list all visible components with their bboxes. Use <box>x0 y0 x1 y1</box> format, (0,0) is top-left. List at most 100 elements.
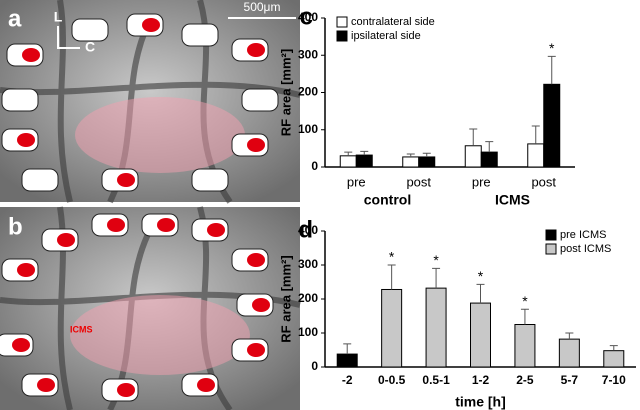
y-tick-label: 400 <box>298 10 318 24</box>
x-tick-label: -2 <box>342 373 353 387</box>
error-bar <box>343 343 352 355</box>
receptive-field <box>197 378 215 392</box>
receptive-field <box>12 338 30 352</box>
stimulation-area <box>70 295 250 375</box>
bar <box>402 156 420 168</box>
bar <box>514 324 536 368</box>
bar <box>425 287 447 368</box>
significance-marker: * <box>522 293 528 309</box>
receptive-field <box>207 223 225 237</box>
x-tick-label: 1-2 <box>472 373 490 387</box>
orientation-arrows <box>57 26 80 49</box>
x-tick-label: 5-7 <box>561 373 579 387</box>
y-axis-label: RF area [mm²] <box>278 255 293 342</box>
icms-label: ICMS <box>70 324 93 334</box>
bar <box>464 145 482 168</box>
bar <box>418 156 436 168</box>
legend-swatch <box>336 30 348 42</box>
significance-marker: * <box>433 252 439 268</box>
receptive-field <box>252 298 270 312</box>
legend-swatch <box>545 229 557 241</box>
orientation-label: L <box>54 9 63 25</box>
receptive-field <box>247 253 265 267</box>
bar <box>339 155 357 168</box>
x-tick-label: 7-10 <box>602 373 626 387</box>
error-bar <box>344 151 353 156</box>
y-tick-label: 0 <box>311 359 318 373</box>
error-bar <box>387 264 396 290</box>
receptive-field <box>247 43 265 57</box>
receptive-field <box>17 263 35 277</box>
hand-icon <box>21 168 59 192</box>
panel-label: a <box>8 5 22 32</box>
receptive-field <box>107 218 125 232</box>
y-tick-label: 200 <box>298 85 318 99</box>
y-tick-label: 300 <box>298 47 318 61</box>
x-tick-label: 0.5-1 <box>422 373 450 387</box>
hand-icon <box>1 88 39 112</box>
group-label: control <box>364 192 411 208</box>
bar <box>558 338 580 368</box>
legend-label: pre ICMS <box>560 229 606 241</box>
receptive-field <box>57 233 75 247</box>
error-bar <box>469 128 478 146</box>
x-tick-label: post <box>406 174 431 189</box>
error-bar <box>547 55 556 85</box>
panel-label: d <box>298 216 313 243</box>
significance-marker: * <box>389 249 395 265</box>
significance-marker: * <box>549 40 555 56</box>
y-tick-label: 300 <box>298 257 318 271</box>
error-bar <box>406 153 415 157</box>
bar <box>603 350 625 368</box>
y-tick-label: 0 <box>311 159 318 173</box>
y-tick-label: 100 <box>298 325 318 339</box>
error-bar <box>565 332 574 340</box>
y-tick-label: 400 <box>298 223 318 237</box>
receptive-field <box>247 138 265 152</box>
legend-swatch <box>336 16 348 28</box>
error-bar <box>360 150 369 156</box>
bar <box>381 288 403 368</box>
receptive-field <box>37 378 55 392</box>
orientation-label: C <box>85 39 95 55</box>
error-bar <box>520 308 529 325</box>
x-tick-label: post <box>531 174 556 189</box>
x-tick-label: 0-0.5 <box>378 373 406 387</box>
receptive-field <box>117 173 135 187</box>
panel-label: c <box>300 3 313 30</box>
bar <box>527 143 545 168</box>
legend-label: contralateral side <box>351 16 435 28</box>
bar <box>355 154 373 168</box>
bar <box>470 302 491 368</box>
error-bar <box>531 125 540 144</box>
hand-icon <box>71 18 109 42</box>
receptive-field <box>157 218 175 232</box>
error-bar <box>476 283 485 304</box>
receptive-field <box>142 18 160 32</box>
y-tick-label: 100 <box>298 122 318 136</box>
significance-marker: * <box>478 268 484 284</box>
receptive-field <box>117 383 135 397</box>
receptive-field <box>247 343 265 357</box>
legend-label: ipsilateral side <box>351 30 421 42</box>
scale-bar-label: 500μm <box>244 0 281 14</box>
x-tick-label: pre <box>347 174 366 189</box>
panel-label: b <box>8 213 23 240</box>
bar <box>543 83 561 168</box>
error-bar <box>422 152 431 157</box>
x-axis-label: time [h] <box>455 394 506 410</box>
legend-label: post ICMS <box>560 243 611 255</box>
hand-icon <box>181 23 219 47</box>
receptive-field <box>17 133 35 147</box>
hand-icons <box>0 13 279 402</box>
x-tick-label: 2-5 <box>516 373 534 387</box>
error-bar <box>485 141 494 153</box>
error-bar <box>609 345 618 351</box>
hand-icon <box>191 168 229 192</box>
legend-swatch <box>545 243 557 255</box>
bar <box>336 353 358 368</box>
x-tick-label: pre <box>472 174 491 189</box>
receptive-field <box>22 48 40 62</box>
y-tick-label: 200 <box>298 291 318 305</box>
